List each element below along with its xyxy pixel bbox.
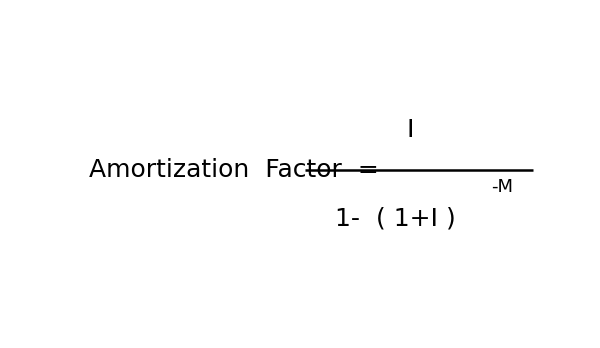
Text: Amortization  Factor  =: Amortization Factor =	[89, 158, 379, 182]
Text: -M: -M	[491, 178, 513, 196]
Text: I: I	[406, 118, 413, 142]
Text: 1-  ( 1+I ): 1- ( 1+I )	[335, 207, 456, 231]
